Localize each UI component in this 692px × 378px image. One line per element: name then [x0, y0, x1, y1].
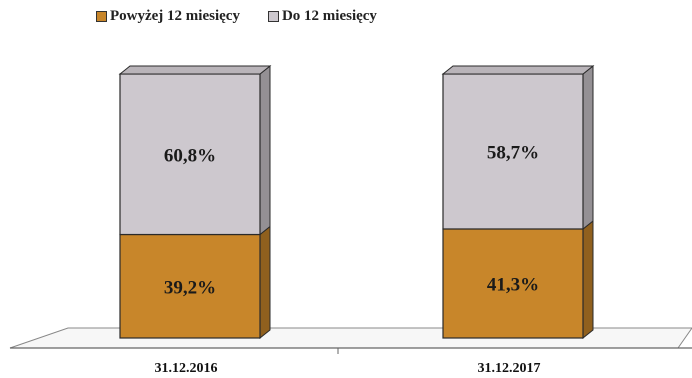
bar-0-up-to-12-months — [119, 73, 261, 236]
bar-0-above-12-months — [119, 233, 261, 339]
bar-1-up-to-12-months — [442, 73, 584, 230]
bar-1-up-to-12-months-side — [582, 64, 594, 231]
bar-0-up-to-12-months-top — [118, 65, 272, 75]
x-tick-label-0: 31.12.2016 — [155, 361, 218, 376]
bar-1-up-to-12-months-label: 58,7% — [487, 142, 539, 163]
bar-1-above-12-months-side — [582, 219, 594, 340]
bar-0-above-12-months-label: 39,2% — [164, 277, 216, 298]
bar-1-up-to-12-months-top — [441, 65, 595, 75]
bar-1-above-12-months-label: 41,3% — [487, 274, 539, 295]
bar-1-above-12-months — [442, 228, 584, 339]
bar-0-up-to-12-months-label: 60,8% — [164, 145, 216, 166]
bar-0-up-to-12-months-side — [259, 64, 271, 236]
bar-0-above-12-months-side — [259, 225, 271, 340]
x-tick-label-1: 31.12.2017 — [478, 361, 541, 376]
legend: Powyżej 12 miesięcy Do 12 miesięcy — [96, 8, 377, 25]
legend-label-above-12-months: Powyżej 12 miesięcy — [110, 8, 240, 24]
legend-item-up-to-12-months: Do 12 miesięcy — [267, 8, 377, 25]
legend-swatch-up-to-12-months — [267, 11, 279, 22]
legend-label-up-to-12-months: Do 12 miesięcy — [281, 8, 377, 24]
legend-swatch-above-12-months — [96, 11, 107, 22]
legend-item-above-12-months: Powyżej 12 miesięcy — [96, 8, 240, 25]
